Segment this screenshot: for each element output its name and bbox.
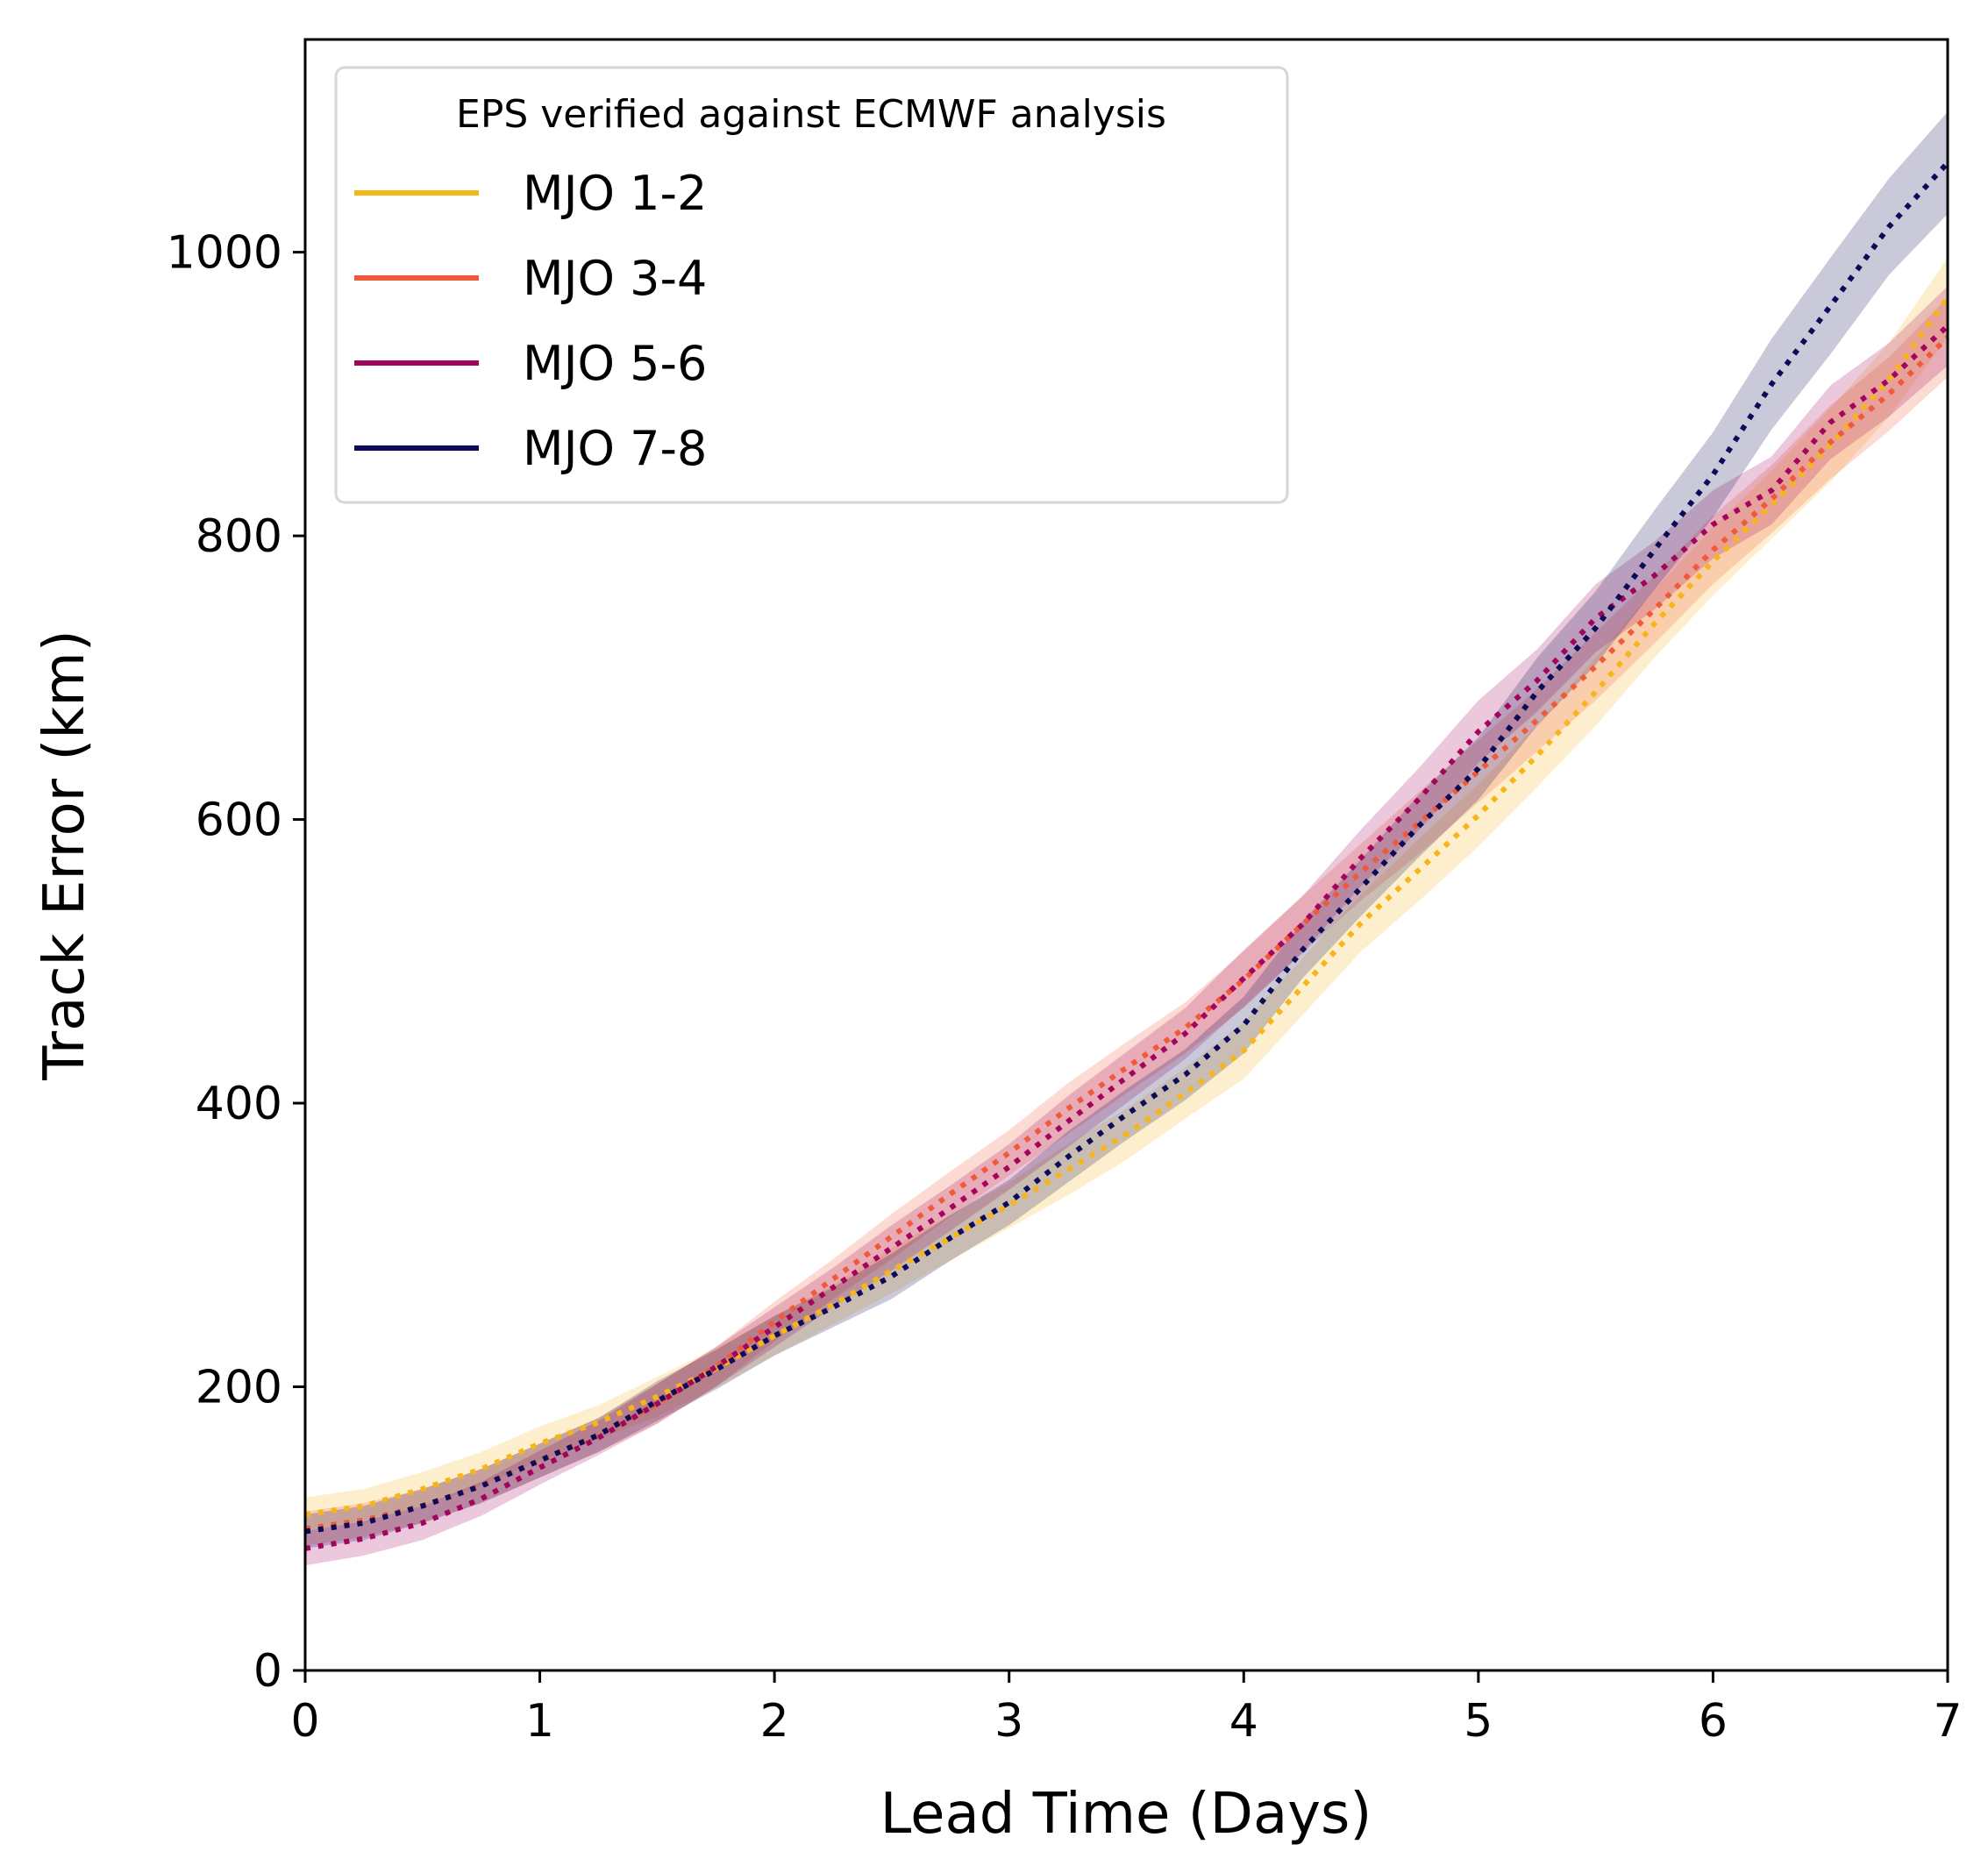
legend-entry-mjo-1-2: MJO 1-2: [354, 166, 707, 221]
x-tick-label: 4: [1229, 1695, 1258, 1748]
legend-entries: MJO 1-2 MJO 3-4 MJO 5-6 MJO 7-8: [354, 166, 707, 476]
x-tick-label: 6: [1699, 1695, 1728, 1748]
x-tick-label: 2: [760, 1695, 789, 1748]
y-tick-label: 0: [253, 1645, 282, 1698]
legend-title: EPS verified against ECMWF analysis: [456, 92, 1166, 137]
y-axis-ticks: 0 200 400 600 800 1000: [167, 227, 305, 1698]
legend-label: MJO 3-4: [523, 251, 707, 306]
series-lines: [304, 160, 1950, 1551]
series-line-mjo-7-8: [304, 160, 1950, 1535]
legend-entry-mjo-7-8: MJO 7-8: [354, 421, 707, 476]
series-line-mjo-1-2: [304, 296, 1950, 1518]
y-tick-label: 1000: [167, 227, 282, 280]
x-tick-label: 5: [1464, 1695, 1493, 1748]
y-tick-label: 200: [196, 1362, 282, 1414]
legend: EPS verified against ECMWF analysis MJO …: [334, 66, 1289, 504]
legend-label: MJO 7-8: [523, 421, 707, 476]
plot-frame: [303, 38, 1949, 1672]
legend-label: MJO 5-6: [523, 336, 707, 391]
x-axis-label: Lead Time (Days): [880, 1782, 1372, 1847]
series-line-mjo-5-6: [304, 324, 1950, 1551]
legend-entry-mjo-3-4: MJO 3-4: [354, 251, 707, 306]
x-tick-label: 7: [1933, 1695, 1962, 1748]
legend-box: [334, 66, 1289, 504]
x-axis-ticks: 0 1 2 3 4 5 6 7: [290, 1670, 1963, 1748]
x-tick-label: 3: [994, 1695, 1023, 1748]
y-axis-label: Track Error (km): [32, 630, 97, 1081]
y-tick-label: 600: [196, 794, 282, 847]
legend-entry-mjo-5-6: MJO 5-6: [354, 336, 707, 391]
x-tick-label: 0: [290, 1695, 319, 1748]
x-tick-label: 1: [525, 1695, 554, 1748]
y-tick-label: 800: [196, 510, 282, 563]
y-tick-label: 400: [196, 1078, 282, 1130]
legend-label: MJO 1-2: [523, 166, 707, 221]
